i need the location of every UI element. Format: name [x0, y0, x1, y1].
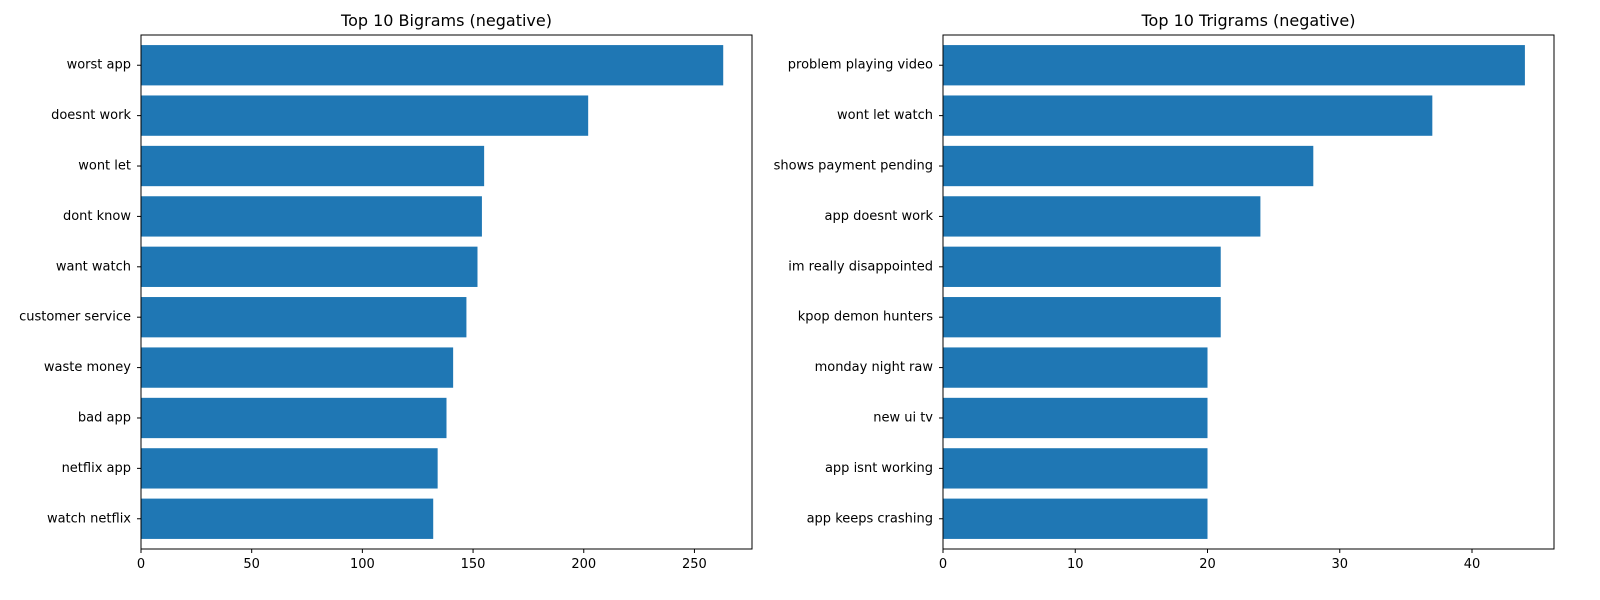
y-tick-label: problem playing video: [788, 58, 933, 73]
chart-title: Top 10 Trigrams (negative): [1141, 11, 1356, 30]
x-axis-ticks: 0 50 100 150 200 250: [137, 549, 707, 572]
y-tick-label: app keeps crashing: [807, 511, 933, 526]
x-tick-label: 100: [350, 557, 375, 572]
bar: [141, 448, 438, 489]
bigrams-panel: Top 10 Bigrams (negative) worst app doesn…: [19, 11, 753, 572]
plot-frame: [140, 34, 753, 550]
bar: [943, 196, 1261, 237]
bar: [943, 448, 1208, 489]
x-tick-label: 20: [1199, 557, 1216, 572]
bar: [943, 145, 1314, 187]
y-tick-label: bad app: [78, 410, 131, 425]
y-tick-label: monday night raw: [815, 360, 934, 375]
bar: [141, 297, 467, 338]
bar: [141, 246, 478, 287]
bar: [943, 347, 1208, 388]
y-tick-label: doesnt work: [51, 108, 131, 123]
chart-title: Top 10 Bigrams (negative): [340, 11, 552, 30]
y-tick-label: customer service: [19, 310, 131, 325]
x-tick-label: 10: [1067, 557, 1084, 572]
bar: [943, 95, 1433, 136]
bar: [943, 246, 1221, 287]
bar: [141, 397, 447, 439]
bar: [141, 347, 454, 388]
y-tick-label: shows payment pending: [774, 159, 933, 174]
y-tick-label: dont know: [63, 209, 131, 224]
x-tick-label: 40: [1464, 557, 1481, 572]
y-tick-label: new ui tv: [873, 410, 933, 425]
bar: [943, 297, 1221, 338]
y-axis-ticks: worst app doesnt work wont let dont know wan…: [19, 58, 141, 526]
x-tick-label: 200: [571, 557, 596, 572]
y-tick-label: kpop demon hunters: [798, 310, 934, 325]
x-tick-label: 30: [1331, 557, 1348, 572]
bar: [141, 196, 482, 237]
bar: [943, 498, 1208, 539]
x-tick-label: 250: [682, 557, 707, 572]
y-tick-label: netflix app: [62, 461, 131, 476]
bar: [141, 145, 485, 187]
bars: [141, 45, 724, 539]
bar: [943, 45, 1525, 86]
y-tick-label: im really disappointed: [788, 259, 933, 274]
bar: [141, 95, 589, 136]
bars: [943, 45, 1525, 539]
x-axis-ticks: 0 10 20 30 40: [939, 549, 1480, 572]
x-tick-label: 0: [137, 557, 145, 572]
bar: [943, 397, 1208, 439]
x-tick-label: 0: [939, 557, 947, 572]
y-axis-ticks: problem playing video wont let watch shows…: [774, 58, 943, 526]
plot-frame: [942, 34, 1555, 550]
y-tick-label: app isnt working: [825, 461, 933, 476]
y-tick-label: waste money: [44, 360, 131, 375]
y-tick-label: worst app: [67, 58, 131, 73]
x-tick-label: 50: [243, 557, 260, 572]
bar: [141, 498, 434, 539]
y-tick-label: app doesnt work: [824, 209, 933, 224]
y-tick-label: wont let watch: [837, 108, 933, 123]
bar: [141, 45, 724, 86]
trigrams-panel: Top 10 Trigrams (negative) problem playi…: [774, 11, 1555, 572]
y-tick-label: want watch: [56, 259, 131, 274]
x-tick-label: 150: [461, 557, 486, 572]
y-tick-label: watch netflix: [47, 511, 131, 526]
y-tick-label: wont let: [78, 159, 131, 174]
